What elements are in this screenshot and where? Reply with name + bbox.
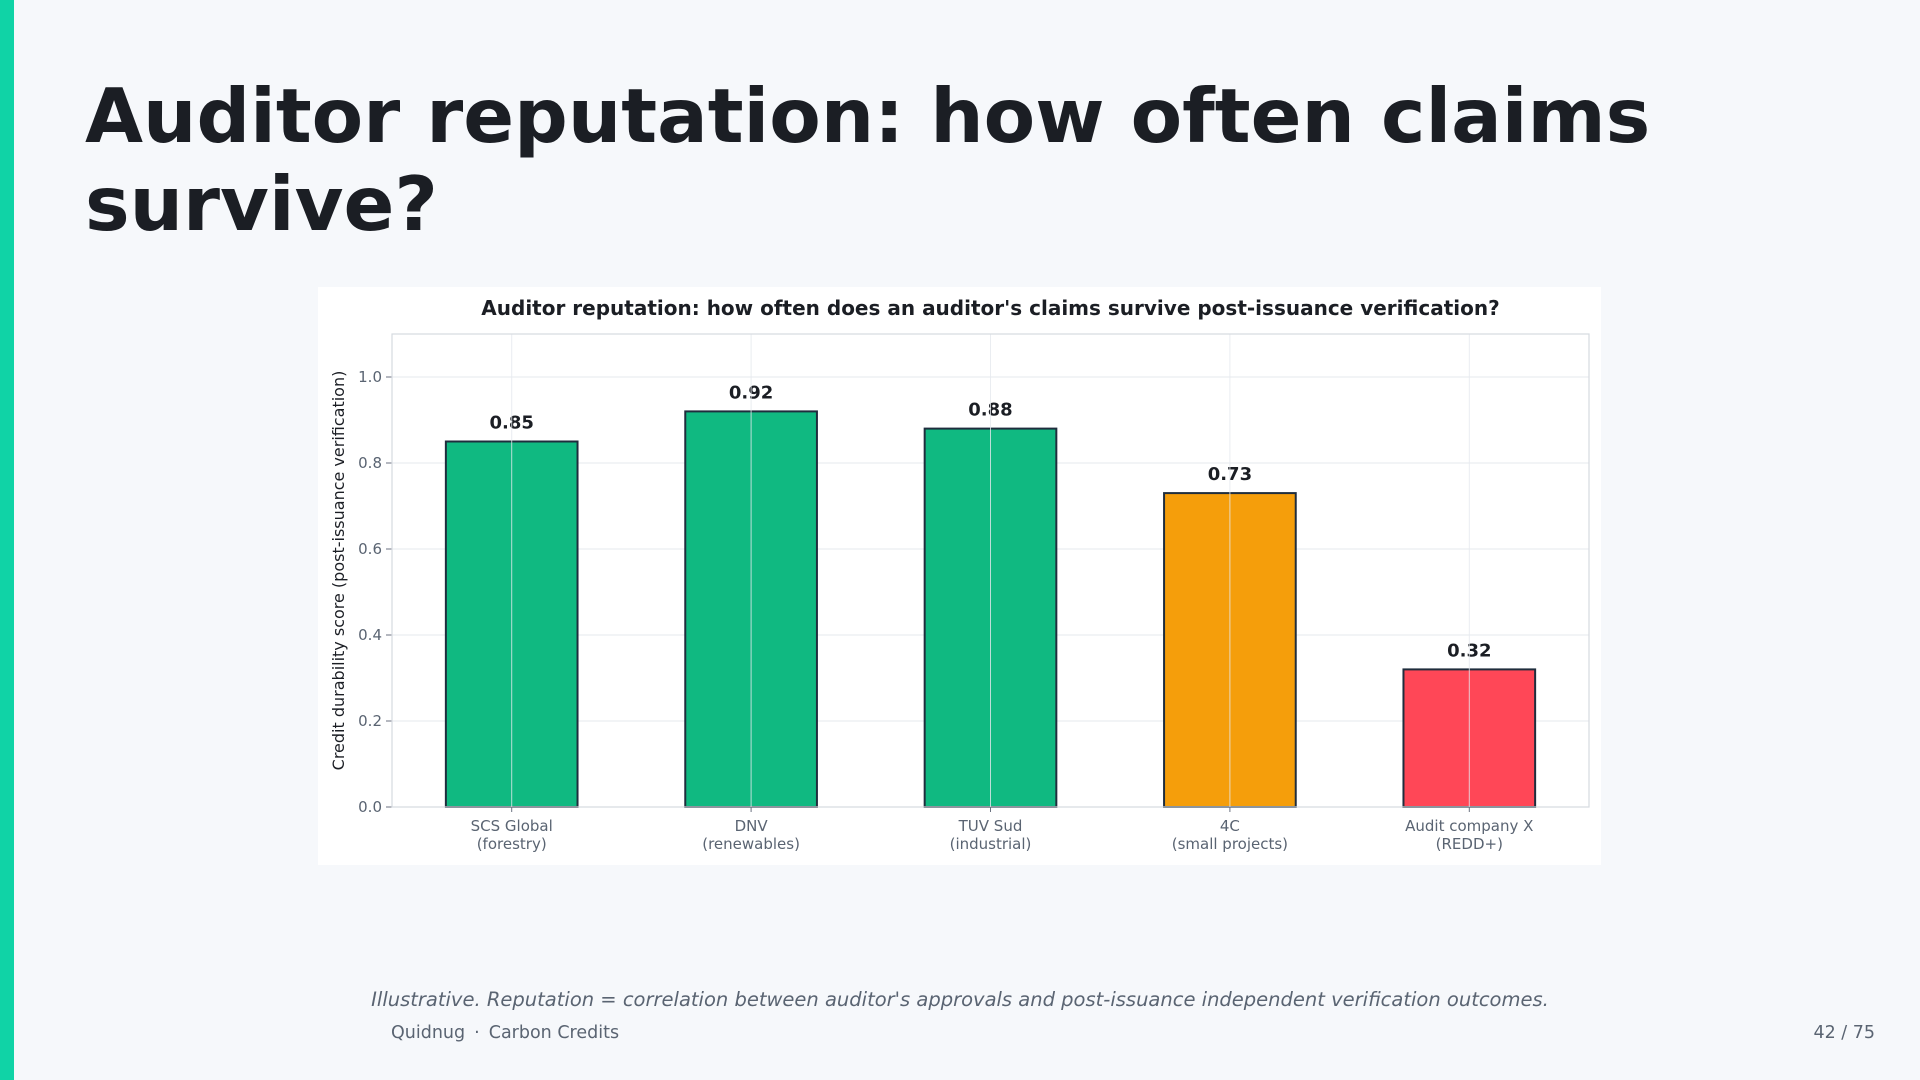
footer-brand-line: Quidnug · Carbon Credits <box>391 1023 619 1043</box>
y-tick-label: 0.0 <box>358 798 382 816</box>
y-axis-label: Credit durability score (post-issuance v… <box>329 371 348 771</box>
y-tick-label: 1.0 <box>358 368 382 386</box>
x-tick-label: TUV Sud (industrial) <box>950 817 1032 853</box>
x-tick-label: DNV (renewables) <box>702 817 800 853</box>
footer-brand: Quidnug <box>391 1023 466 1043</box>
accent-bar <box>0 0 14 1080</box>
y-tick-label: 0.4 <box>358 626 382 644</box>
slide-title: Auditor reputation: how often claims sur… <box>85 72 1651 248</box>
chart-panel: Auditor reputation: how often does an au… <box>318 287 1601 865</box>
y-tick-label: 0.2 <box>358 712 382 730</box>
chart-caption: Illustrative. Reputation = correlation b… <box>371 988 1549 1011</box>
chart-title: Auditor reputation: how often does an au… <box>481 296 1499 320</box>
footer-section: Carbon Credits <box>488 1023 620 1043</box>
bar-chart: Auditor reputation: how often does an au… <box>329 296 1590 853</box>
footer-separator: · <box>474 1023 480 1043</box>
page-number: 42 / 75 <box>1813 1023 1875 1043</box>
x-tick-label: 4C (small projects) <box>1172 817 1288 853</box>
x-tick-label: Audit company X (REDD+) <box>1405 817 1533 853</box>
y-tick-label: 0.6 <box>358 540 382 558</box>
x-tick-label: SCS Global (forestry) <box>471 817 553 853</box>
y-tick-label: 0.8 <box>358 454 382 472</box>
